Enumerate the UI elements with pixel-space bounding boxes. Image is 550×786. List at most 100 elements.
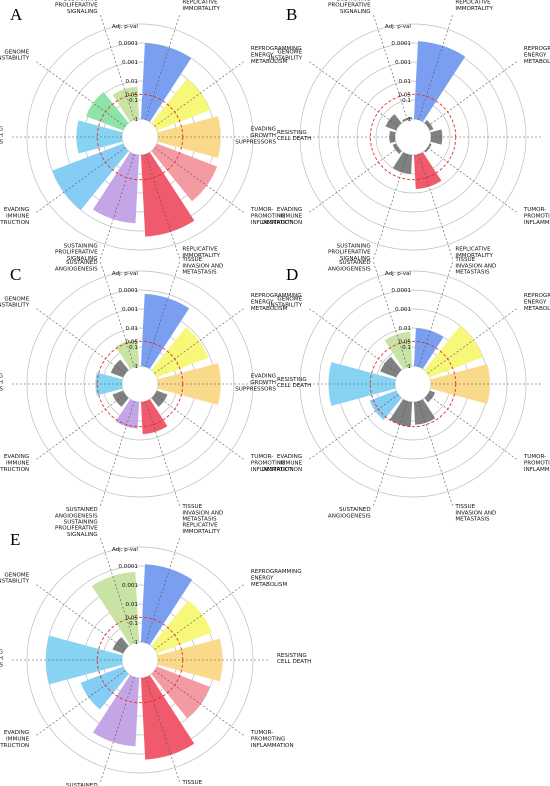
tick-label: 0.001: [122, 583, 138, 589]
bar-evading-immune-destruction: [80, 666, 129, 710]
threshold-ring: [369, 340, 457, 428]
spoke-line: [154, 583, 245, 650]
grid-ring: [26, 270, 254, 498]
panel-label: E: [10, 530, 20, 549]
bar-replicative-immortality: [140, 43, 192, 122]
bar-tissue-invasion-and-metastasis: [140, 152, 195, 237]
tick-label: 1: [134, 640, 138, 646]
bar-tumor-promoting-inflammation: [424, 390, 436, 403]
spoke-line: [418, 14, 454, 120]
threshold-ring: [96, 340, 184, 428]
tick-label: 0.0001: [391, 288, 411, 294]
bar-genome-instability: [380, 356, 402, 378]
category-label: RESISTING CELL DEATH: [277, 653, 311, 665]
bar-resisting-cell-death: [157, 116, 221, 158]
tick-label: 0.1: [402, 98, 411, 104]
tick-label: 0.05: [399, 92, 412, 98]
spoke-line: [35, 670, 126, 737]
category-label: REPLICATIVE IMMORTALITY: [455, 0, 493, 12]
bar-replicative-immortality: [140, 564, 193, 645]
tick-label: 0.1: [129, 98, 138, 104]
bar-replicative-immortality: [140, 293, 190, 369]
spoke-line: [35, 583, 126, 650]
tick-label: 1: [134, 117, 138, 123]
panel-label: D: [286, 265, 298, 284]
spoke-line: [372, 401, 408, 507]
center-hole: [395, 119, 431, 155]
spoke-line: [372, 261, 408, 367]
bar-sustained-angiogenesis: [392, 152, 413, 174]
radial-panel-c: C 0.0001 0.001 0.01 0.050.1 1 Adj. p-val REPLIC…: [0, 243, 311, 522]
spoke-line: [372, 14, 408, 120]
bar-evading-immune-destruction: [112, 390, 129, 407]
threshold-ring: [96, 616, 184, 704]
tick-label: 0.001: [122, 307, 138, 313]
spoke-line: [35, 307, 126, 374]
bar-evading-growth-suppressors: [76, 120, 123, 154]
spoke-line: [145, 14, 181, 120]
tick-label: 0.001: [395, 307, 411, 313]
spoke-line: [99, 401, 135, 507]
spoke-line: [35, 60, 126, 127]
spoke-line: [99, 537, 135, 643]
bar-tumor-promoting-inflammation: [151, 143, 218, 202]
grid-ring: [26, 546, 254, 774]
threshold-ring: [96, 93, 184, 181]
tick-label: 0.001: [395, 60, 411, 66]
axis-title: Adj. p-val: [112, 547, 139, 553]
bar-resisting-cell-death: [157, 363, 221, 405]
tick-label: 0.001: [122, 60, 138, 66]
bar-tissue-invasion-and-metastasis: [140, 399, 168, 435]
axis-title: Adj. p-val: [112, 271, 139, 277]
spoke-line: [154, 60, 245, 127]
bar-tumor-promoting-inflammation: [151, 390, 168, 407]
bar-reprogramming-energy-metabolism: [424, 325, 484, 378]
spoke-line: [372, 154, 408, 260]
grid-ring: [375, 99, 451, 175]
bar-sustaining-proliferative-signaling: [112, 86, 140, 122]
spoke-line: [145, 154, 181, 260]
threshold-ring: [369, 93, 457, 181]
radial-panel-d: D 0.0001 0.001 0.01 0.050.1 1 Adj. p-val REPLIC…: [235, 243, 550, 522]
center-hole: [122, 366, 158, 402]
tick-label: 0.0001: [118, 41, 138, 47]
category-label: REPLICATIVE IMMORTALITY: [182, 0, 220, 12]
spoke-line: [427, 394, 518, 461]
category-label: REPLICATIVE IMMORTALITY: [455, 247, 493, 259]
radial-panel-b: B 0.0001 0.001 0.01 0.050.1 1 Adj. p-val REPLIC…: [235, 0, 550, 276]
category-label: RESISTING CELL DEATH: [277, 130, 311, 142]
grid-ring: [26, 23, 254, 251]
spoke-line: [308, 307, 399, 374]
bar-reprogramming-energy-metabolism: [151, 327, 209, 378]
spoke-line: [427, 307, 518, 374]
spoke-line: [308, 394, 399, 461]
axis-title: Adj. p-val: [112, 24, 139, 30]
bar-sustaining-proliferative-signaling: [115, 339, 140, 369]
spoke-line: [99, 154, 135, 260]
spoke-line: [418, 261, 454, 367]
bar-sustained-angiogenesis: [115, 399, 140, 429]
tick-label: 0.05: [126, 92, 139, 98]
